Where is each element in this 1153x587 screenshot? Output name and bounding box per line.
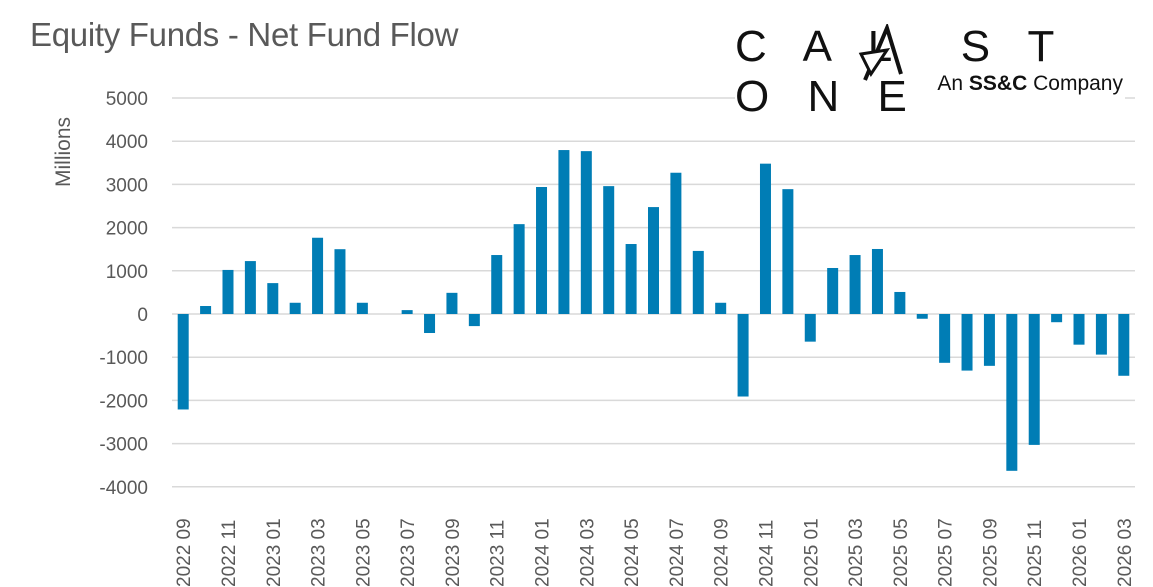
x-tick-label: 2023 01 [264, 518, 285, 587]
x-tick-label: 2024 01 [533, 518, 554, 587]
bar-2025-04 [871, 248, 883, 314]
bar-2022-10 [200, 306, 212, 314]
bar-2022-11 [222, 269, 234, 314]
x-tick-label: 2023 07 [398, 518, 419, 587]
bar-2023-12 [513, 224, 525, 314]
x-tick-label: 2026 03 [1115, 518, 1136, 587]
bar-2022-12 [244, 261, 256, 314]
x-tick-label: 2025 01 [801, 518, 822, 587]
bar-2025-01 [804, 314, 816, 342]
x-tick-label: 2023 11 [488, 520, 509, 587]
x-tick-label: 2024 09 [712, 518, 733, 587]
y-tick-label: 5000 [106, 89, 148, 110]
x-tick-label: 2026 01 [1070, 518, 1091, 587]
bar-2024-12 [782, 189, 794, 314]
y-tick-label: 3000 [106, 175, 148, 196]
y-tick-label: -3000 [99, 435, 148, 456]
bar-2026-03 [1118, 314, 1130, 376]
bar-2024-01 [536, 186, 548, 314]
x-tick-label: 2024 03 [577, 518, 598, 587]
bar-2025-11 [1028, 314, 1040, 445]
y-tick-label: 4000 [106, 132, 148, 153]
y-axis-label: Millions [52, 117, 75, 187]
bar-2025-05 [894, 291, 906, 314]
x-tick-label: 2024 07 [667, 518, 688, 587]
logo-suffix: Company [1033, 72, 1123, 95]
bar-2024-08 [692, 250, 704, 314]
bar-2026-02 [1095, 314, 1107, 355]
bar-2024-11 [759, 163, 771, 314]
bar-2024-06 [648, 207, 659, 314]
bar-2022-09 [177, 314, 189, 410]
y-tick-label: 0 [137, 305, 148, 326]
x-tick-label: 2024 11 [756, 520, 777, 587]
y-tick-label: -4000 [99, 478, 148, 499]
x-tick-label: 2024 05 [622, 518, 643, 587]
bar-2025-12 [1051, 314, 1063, 323]
bar-2024-05 [625, 244, 637, 314]
logo-arrow-icon [858, 24, 903, 81]
bar-2024-03 [580, 151, 592, 314]
bar-2023-07 [401, 310, 413, 314]
x-tick-label: 2022 11 [219, 520, 240, 587]
calastone-logo: C A L S T O N E An SS&C Company [735, 22, 1125, 121]
bar-2025-06 [916, 314, 928, 319]
bar-2025-09 [983, 314, 995, 366]
bar-2024-02 [558, 150, 570, 314]
bar-2023-05 [356, 302, 368, 314]
y-tick-label: 1000 [106, 262, 148, 283]
bar-2025-03 [849, 255, 861, 314]
bar-2025-08 [961, 314, 973, 371]
bar-2025-07 [939, 314, 951, 363]
bar-2023-02 [289, 302, 301, 314]
x-tick-label: 2025 03 [846, 518, 867, 587]
x-tick-label: 2022 09 [174, 518, 195, 587]
chart-title: Equity Funds - Net Fund Flow [30, 16, 459, 53]
x-tick-label: 2025 05 [891, 518, 912, 587]
bar-2025-10 [1006, 314, 1018, 471]
bar-2023-09 [446, 292, 458, 314]
bar-2023-11 [491, 255, 503, 314]
bar-2023-01 [267, 283, 279, 314]
bar-2023-04 [334, 249, 346, 314]
bar-2024-07 [670, 172, 682, 314]
x-tick-label: 2025 07 [936, 518, 957, 587]
logo-brand: SS&C [968, 72, 1028, 95]
bar-2023-08 [424, 314, 436, 334]
bar-2023-03 [312, 237, 324, 314]
y-tick-label: 2000 [106, 219, 148, 240]
x-tick-label: 2023 05 [353, 518, 374, 587]
y-tick-label: -1000 [99, 348, 148, 369]
bar-2024-10 [737, 314, 749, 397]
bar-2024-04 [603, 186, 615, 314]
bar-2026-01 [1073, 314, 1085, 345]
bar-2024-09 [715, 302, 727, 314]
bar-2023-10 [468, 314, 480, 327]
bar-2025-02 [827, 267, 839, 314]
x-tick-label: 2025 09 [980, 518, 1001, 587]
logo-subtitle: An SS&C Company [937, 72, 1123, 96]
x-tick-label: 2023 03 [309, 518, 330, 587]
x-tick-label: 2023 09 [443, 518, 464, 587]
logo-prefix: An [937, 72, 964, 95]
x-tick-label: 2025 11 [1025, 520, 1046, 587]
y-tick-label: -2000 [99, 391, 148, 412]
